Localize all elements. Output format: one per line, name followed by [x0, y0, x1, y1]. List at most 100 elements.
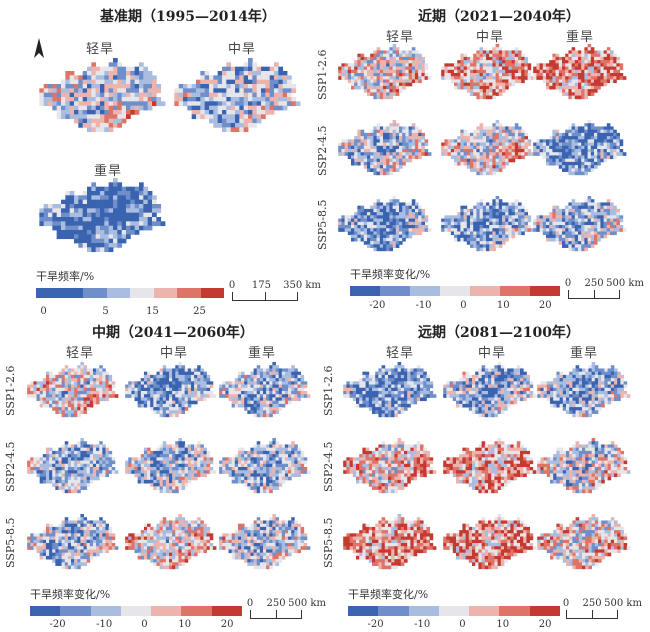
grid-cell: [55, 374, 59, 379]
grid-cell: [237, 394, 242, 398]
grid-cell: [134, 84, 140, 89]
grid-cell: [105, 374, 109, 379]
grid-cell: [252, 75, 258, 81]
grid-cell: [64, 371, 69, 376]
grid-cell: [367, 158, 371, 163]
grid-cell: [405, 155, 409, 160]
grid-cell: [574, 215, 579, 219]
grid-cell: [92, 454, 97, 458]
grid-cell: [99, 447, 103, 452]
grid-cell: [495, 139, 500, 143]
grid-cell: [373, 132, 377, 137]
grid-cell: [351, 85, 355, 90]
grid-cell: [284, 387, 289, 392]
grid-cell: [117, 204, 123, 209]
grid-cell: [584, 139, 588, 143]
grid-cell: [33, 467, 37, 471]
grid-cell: [568, 155, 572, 160]
grid-cell: [508, 145, 512, 150]
grid-cell: [74, 221, 79, 227]
grid-cell: [505, 231, 509, 236]
grid-cell: [590, 53, 595, 58]
grid-cell: [67, 467, 72, 471]
grid-cell: [466, 152, 471, 156]
grid-cell: [533, 228, 537, 232]
grid-cell: [150, 400, 154, 405]
grid-cell: [495, 142, 500, 147]
grid-cell: [56, 204, 62, 209]
grid-cell: [376, 158, 381, 163]
grid-cell: [126, 186, 131, 192]
grid-cell: [578, 56, 582, 61]
grid-cell: [191, 88, 197, 94]
grid-cell: [495, 85, 500, 90]
grid-cell: [590, 142, 595, 147]
grid-cell: [373, 89, 377, 93]
grid-cell: [121, 71, 127, 76]
grid-cell: [603, 56, 608, 61]
grid-cell: [71, 371, 75, 376]
grid-cell: [243, 66, 249, 72]
grid-cell: [521, 215, 525, 219]
grid-cell: [584, 161, 588, 166]
grid-cell: [143, 221, 149, 227]
grid-cell: [259, 413, 264, 418]
grid-cell: [476, 152, 480, 156]
grid-cell: [482, 76, 487, 80]
grid-cell: [338, 145, 342, 150]
grid-cell: [89, 374, 94, 379]
grid-cell: [562, 237, 566, 242]
grid-cell: [341, 73, 345, 77]
grid-cell: [470, 79, 474, 84]
grid-cell: [597, 155, 601, 160]
grid-cell: [597, 142, 601, 147]
grid-cell: [78, 225, 84, 231]
grid-cell: [539, 225, 544, 229]
grid-cell: [482, 126, 487, 131]
grid-cell: [571, 73, 576, 77]
grid-cell: [367, 231, 371, 236]
grid-cell: [347, 215, 352, 219]
grid-cell: [584, 76, 588, 80]
grid-cell: [505, 132, 509, 137]
grid-cell: [392, 196, 397, 200]
grid-cell: [370, 76, 374, 80]
grid-cell: [424, 142, 429, 147]
grid-cell: [590, 152, 595, 156]
grid-cell: [261, 75, 266, 81]
grid-cell: [91, 204, 97, 209]
grid-cell: [370, 237, 374, 242]
grid-cell: [444, 66, 448, 71]
grid-cell: [175, 444, 179, 449]
grid-cell: [239, 105, 245, 111]
grid-cell: [383, 218, 387, 223]
grid-cell: [450, 66, 455, 71]
grid-cell: [48, 101, 53, 107]
grid-cell: [587, 69, 592, 74]
grid-cell: [511, 60, 516, 64]
grid-cell: [514, 152, 519, 156]
grid-cell: [613, 145, 617, 150]
grid-cell: [539, 76, 544, 80]
grid-cell: [351, 215, 355, 219]
grid-cell: [392, 155, 397, 160]
grid-cell: [418, 221, 422, 226]
grid-cell: [87, 243, 92, 248]
grid-cell: [121, 204, 127, 209]
grid-cell: [457, 85, 461, 90]
grid-cell: [514, 155, 519, 160]
grid-cell: [574, 145, 579, 150]
grid-cell: [39, 463, 44, 468]
grid-cell: [196, 114, 201, 120]
grid-cell: [360, 152, 365, 156]
grid-cell: [514, 205, 519, 210]
grid-cell: [360, 225, 365, 229]
grid-cell: [379, 126, 384, 131]
grid-cell: [408, 136, 413, 140]
grid-cell: [231, 387, 236, 392]
grid-cell: [74, 407, 78, 411]
grid-cell: [574, 66, 579, 71]
grid-cell: [42, 403, 47, 408]
grid-cell: [568, 165, 572, 169]
grid-cell: [415, 152, 419, 156]
